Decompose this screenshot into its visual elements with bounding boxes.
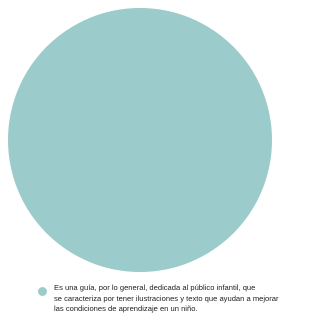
pie-slice-1 xyxy=(8,8,272,272)
legend: Es una guía, por lo general, dedicada al… xyxy=(38,283,333,315)
legend-swatch xyxy=(38,287,47,296)
legend-label: Es una guía, por lo general, dedicada al… xyxy=(54,283,279,315)
pie-chart xyxy=(8,8,272,272)
legend-label-line-3: las condiciones de aprendizaje en un niñ… xyxy=(54,304,198,313)
legend-label-line-1: Es una guía, por lo general, dedicada al… xyxy=(54,283,256,292)
legend-label-line-2: se caracteriza por tener ilustraciones y… xyxy=(54,293,279,303)
